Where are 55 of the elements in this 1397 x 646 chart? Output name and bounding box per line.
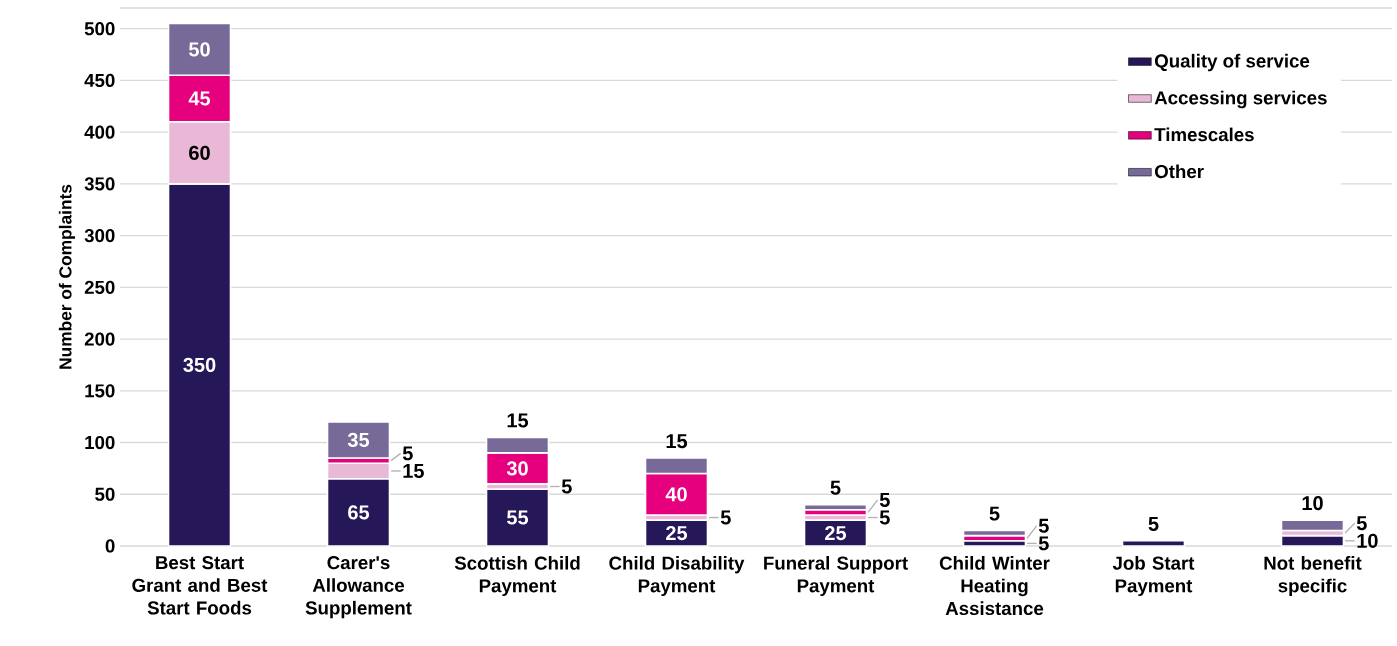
data-label: 5 xyxy=(561,479,572,494)
data-label: 5 xyxy=(1038,518,1049,533)
data-label: 15 xyxy=(403,464,424,478)
y-tick-label: 200 xyxy=(84,332,115,346)
bar xyxy=(1121,540,1186,547)
data-label: 5 xyxy=(402,446,413,461)
data-label: 35 xyxy=(347,432,370,448)
y-tick-label: 400 xyxy=(84,125,115,139)
y-tick-label: 100 xyxy=(85,435,115,450)
data-label: 5 xyxy=(1148,516,1159,531)
data-label: 55 xyxy=(506,510,529,525)
data-label: 65 xyxy=(348,505,370,520)
data-label: 40 xyxy=(665,487,687,502)
data-label: 25 xyxy=(666,525,688,541)
data-label: 50 xyxy=(188,42,210,57)
x-tick-label: Best Start Grant and Best Start Foods xyxy=(132,556,268,615)
bar xyxy=(485,488,550,547)
data-label: 5 xyxy=(720,510,731,525)
bar xyxy=(1280,534,1345,547)
x-tick-label: Carer's Allowance Supplement xyxy=(305,556,412,619)
legend-label: Quality of service xyxy=(1154,53,1310,72)
legend-label: Other xyxy=(1154,164,1204,179)
y-tick-label: 50 xyxy=(95,487,115,501)
data-label: 5 xyxy=(989,506,1000,521)
x-tick-label: Child Disability Payment xyxy=(609,556,745,597)
data-label: 15 xyxy=(507,413,529,428)
data-label: 5 xyxy=(879,510,890,525)
data-label: 30 xyxy=(506,461,528,476)
data-label: 5 xyxy=(1356,516,1367,531)
y-tick-label: 0 xyxy=(105,539,115,553)
x-tick-label: Child Winter Heating Assistance xyxy=(939,556,1050,616)
legend-label: Timescales xyxy=(1154,127,1254,142)
data-label: 10 xyxy=(1302,496,1323,511)
y-tick-label: 450 xyxy=(84,73,115,88)
y-tick-label: 500 xyxy=(84,22,115,36)
y-tick-label: 250 xyxy=(84,280,115,294)
x-tick-label: Funeral Support Payment xyxy=(764,556,908,597)
y-tick-label: 300 xyxy=(84,228,115,243)
y-axis-title: Number of Complaints xyxy=(58,184,75,369)
legend-label: Accessing services xyxy=(1154,90,1327,109)
data-label: 350 xyxy=(183,357,216,373)
data-label: 25 xyxy=(825,525,847,541)
data-label: 10 xyxy=(1357,533,1378,548)
data-label: 5 xyxy=(1038,536,1049,551)
x-tick-label: Job Start Payment xyxy=(1112,556,1195,597)
data-label: 5 xyxy=(830,480,841,495)
data-label: 60 xyxy=(189,145,210,160)
x-tick-label: Scottish Child Payment xyxy=(454,556,580,597)
x-tick-label: Not benefit specific xyxy=(1264,556,1362,597)
data-label: 5 xyxy=(879,492,890,507)
bar xyxy=(1280,519,1345,532)
data-label: 15 xyxy=(666,434,688,449)
y-tick-label: 150 xyxy=(85,384,115,398)
data-label: 45 xyxy=(188,91,211,106)
y-tick-label: 350 xyxy=(84,177,115,191)
